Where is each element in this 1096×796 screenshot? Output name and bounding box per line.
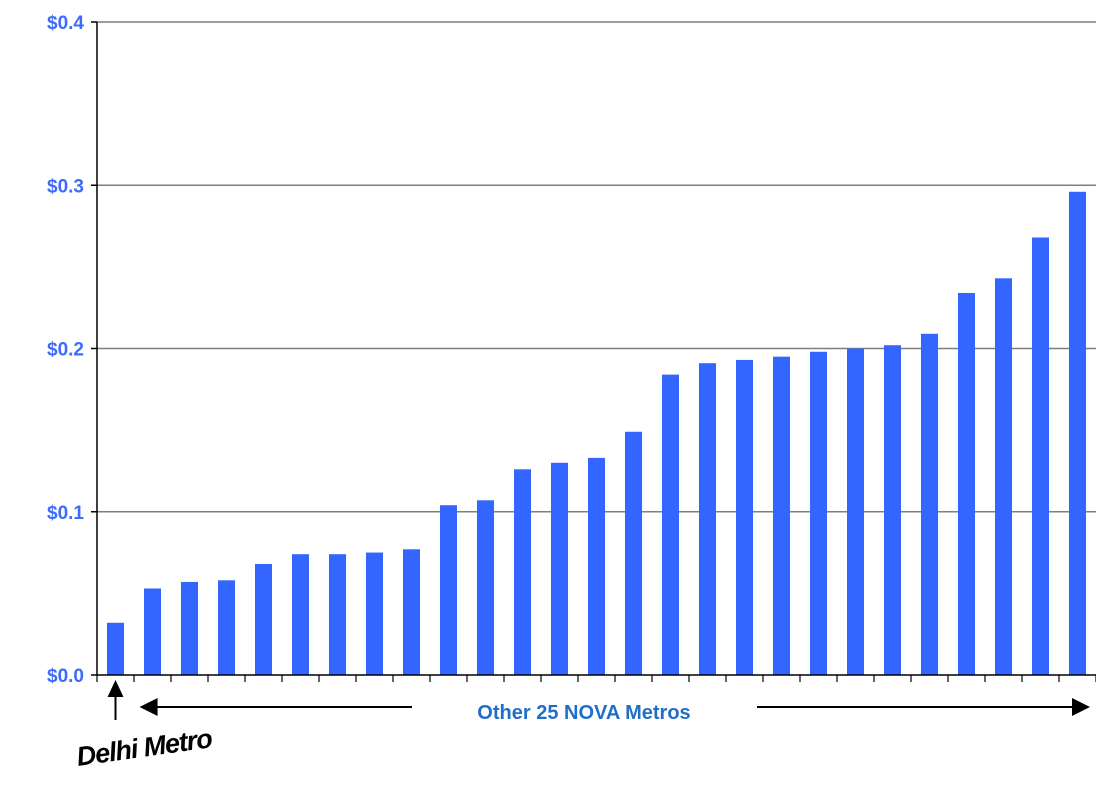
axes [91,21,1096,682]
bar [735,359,754,675]
delhi-metro-label: Delhi Metro [75,723,214,772]
bar [1068,191,1087,675]
bar [624,431,643,675]
arrowhead-left-icon [139,698,158,716]
range-label: Other 25 NOVA Metros [477,702,690,724]
bar [328,554,347,675]
bar [365,552,384,675]
bar [587,457,606,675]
bar [143,588,162,675]
bar [550,462,569,675]
y-tick-label: $0.3 [47,176,84,197]
bar [439,505,458,675]
bar [809,351,828,675]
bar [846,348,865,675]
bar [180,581,199,675]
bar [883,345,902,675]
bar [402,549,421,675]
gridlines [97,21,1096,513]
y-tick-label: $0.1 [47,503,84,524]
bar [513,469,532,675]
y-tick-label: $0.2 [47,340,84,361]
y-axis-tick-labels: $0.0 $0.1 $0.2 $0.3 $0.4 [47,13,84,687]
bar [1031,237,1050,676]
bar [772,356,791,675]
y-tick-label: $0.4 [47,13,84,34]
bar [254,563,273,675]
bar [698,363,717,675]
bar [217,580,236,675]
bar [476,500,495,675]
bar [920,333,939,675]
bar [957,292,976,675]
bar [106,622,125,675]
y-tick-label: $0.0 [47,666,84,687]
bar [994,278,1013,675]
bar [291,554,310,675]
callout-arrowhead-icon [107,680,124,697]
arrowhead-right-icon [1072,698,1090,716]
annotations: Other 25 NOVA Metros Delhi Metro [75,680,1090,772]
bar [661,374,680,675]
bars [106,191,1087,676]
